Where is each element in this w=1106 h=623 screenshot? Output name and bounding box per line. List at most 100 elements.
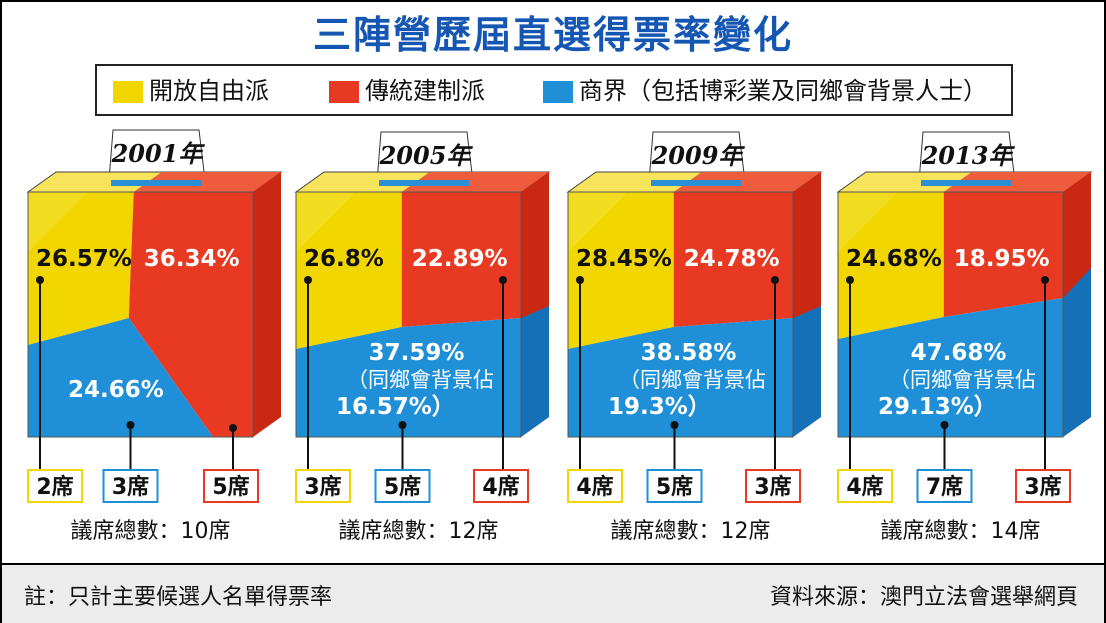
box-gloss <box>838 192 898 252</box>
box-front-outline <box>567 191 794 438</box>
value-sublabel-business-2: 29.13%） <box>878 393 997 420</box>
leader-dot-liberal <box>36 276 44 284</box>
leader-dot-establishment <box>1041 276 1049 284</box>
seat-box-establishment <box>203 469 259 503</box>
leader-dot-establishment <box>229 424 237 432</box>
box-side-face-blue <box>521 306 549 437</box>
seat-count-establishment: 4席 <box>482 474 519 500</box>
box-top-face-red <box>401 172 549 192</box>
seat-count-establishment: 3席 <box>754 474 791 500</box>
legend-label-business: 商界（包括博彩業及同鄉會背景人士） <box>579 77 987 105</box>
seat-count-liberal: 4席 <box>846 474 883 500</box>
legend-item-business: 商界（包括博彩業及同鄉會背景人士） <box>543 76 987 106</box>
segment-liberal <box>838 192 944 339</box>
source-credit: 資料來源：澳門立法會選舉網頁 <box>769 585 1078 610</box>
value-sublabel-business-1: （同鄉會背景佔 <box>619 368 766 392</box>
leader-dot-liberal <box>846 276 854 284</box>
leader-dot-establishment <box>499 276 507 284</box>
box-side-face-blue <box>1063 268 1091 437</box>
legend-swatch-liberal <box>113 81 143 103</box>
value-label-business: 24.66% <box>68 377 164 403</box>
leader-dot-business <box>126 421 135 429</box>
seat-box-business <box>646 469 703 503</box>
segment-establishment <box>128 192 253 437</box>
segment-liberal <box>28 192 134 345</box>
value-label-liberal: 24.68% <box>846 246 942 272</box>
seat-box-establishment <box>473 469 529 503</box>
seat-count-liberal: 4席 <box>576 474 613 500</box>
leader-dot-liberal <box>304 276 312 284</box>
leader-dot-business <box>670 421 679 429</box>
seat-count-establishment: 5席 <box>212 474 249 500</box>
seat-box-business <box>916 469 973 503</box>
legend-swatch-establishment <box>329 81 359 103</box>
value-sublabel-business-1: （同鄉會背景佔 <box>347 368 494 392</box>
value-label-liberal: 26.57% <box>36 246 132 272</box>
total-seats-label: 議席總數：12席 <box>611 519 771 544</box>
value-sublabel-business-1: （同鄉會背景佔 <box>889 368 1036 392</box>
box-front-outline <box>295 191 522 438</box>
legend-item-liberal: 開放自由派 <box>113 76 269 106</box>
seat-count-establishment: 3席 <box>1024 474 1061 500</box>
seat-box-business <box>102 469 159 503</box>
value-label-business: 37.59% <box>369 340 465 366</box>
box-year-label: 2013年 <box>921 141 1016 170</box>
legend-label-liberal: 開放自由派 <box>149 77 269 105</box>
segment-business <box>28 318 213 437</box>
box-side-face <box>253 172 281 437</box>
seat-box-liberal <box>27 469 83 503</box>
box-front-outline <box>837 191 1064 438</box>
segment-establishment <box>401 192 521 327</box>
leader-dot-business <box>398 421 407 429</box>
box-year-label: 2009年 <box>651 141 746 170</box>
value-sublabel-business-2: 19.3%） <box>608 393 711 420</box>
footnote: 註：只計主要候選人名單得票率 <box>24 585 333 610</box>
value-sublabel-business-2: 16.57%） <box>336 393 455 420</box>
ballot-slot <box>379 180 469 186</box>
value-label-establishment: 24.78% <box>684 246 780 272</box>
segment-business <box>838 298 1063 437</box>
box-side-face-blue <box>793 306 821 437</box>
box-front-outline <box>27 191 254 438</box>
box-gloss <box>568 192 628 252</box>
segment-business <box>568 318 793 437</box>
legend: 開放自由派 傳統建制派 商界（包括博彩業及同鄉會背景人士） <box>95 64 1013 116</box>
seat-count-business: 5席 <box>384 474 421 500</box>
segment-liberal <box>296 192 402 349</box>
value-label-business: 38.58% <box>641 340 737 366</box>
seat-box-establishment <box>745 469 801 503</box>
legend-item-establishment: 傳統建制派 <box>329 76 485 106</box>
value-label-liberal: 26.8% <box>304 246 384 272</box>
seat-box-liberal <box>837 469 893 503</box>
box-year-label: 2001年 <box>111 139 206 168</box>
seat-box-establishment <box>1015 469 1071 503</box>
segment-liberal <box>568 192 674 349</box>
leader-dot-liberal <box>576 276 584 284</box>
leader-dot-establishment <box>771 276 779 284</box>
seat-count-liberal: 2席 <box>36 474 73 500</box>
box-gloss <box>296 192 356 252</box>
legend-swatch-business <box>543 81 573 103</box>
box-top-face-red <box>943 172 1091 192</box>
segment-establishment <box>943 192 1063 317</box>
ballot-slot <box>111 180 201 186</box>
box-year-label: 2005年 <box>379 141 474 170</box>
seat-box-business <box>374 469 431 503</box>
footer-bar: 註：只計主要候選人名單得票率 資料來源：澳門立法會選舉網頁 <box>2 563 1104 623</box>
seat-box-liberal <box>567 469 623 503</box>
seat-count-business: 3席 <box>112 474 149 500</box>
legend-label-establishment: 傳統建制派 <box>365 77 485 105</box>
ballot-slot <box>651 180 741 186</box>
total-seats-label: 議席總數：10席 <box>71 519 231 544</box>
value-label-establishment: 22.89% <box>412 246 508 272</box>
segment-business <box>296 318 521 437</box>
seat-count-business: 7席 <box>926 474 963 500</box>
total-seats-label: 議席總數：12席 <box>339 519 499 544</box>
value-label-establishment: 36.34% <box>144 246 240 272</box>
leader-dot-business <box>940 421 949 429</box>
box-top-face-red <box>133 172 281 192</box>
